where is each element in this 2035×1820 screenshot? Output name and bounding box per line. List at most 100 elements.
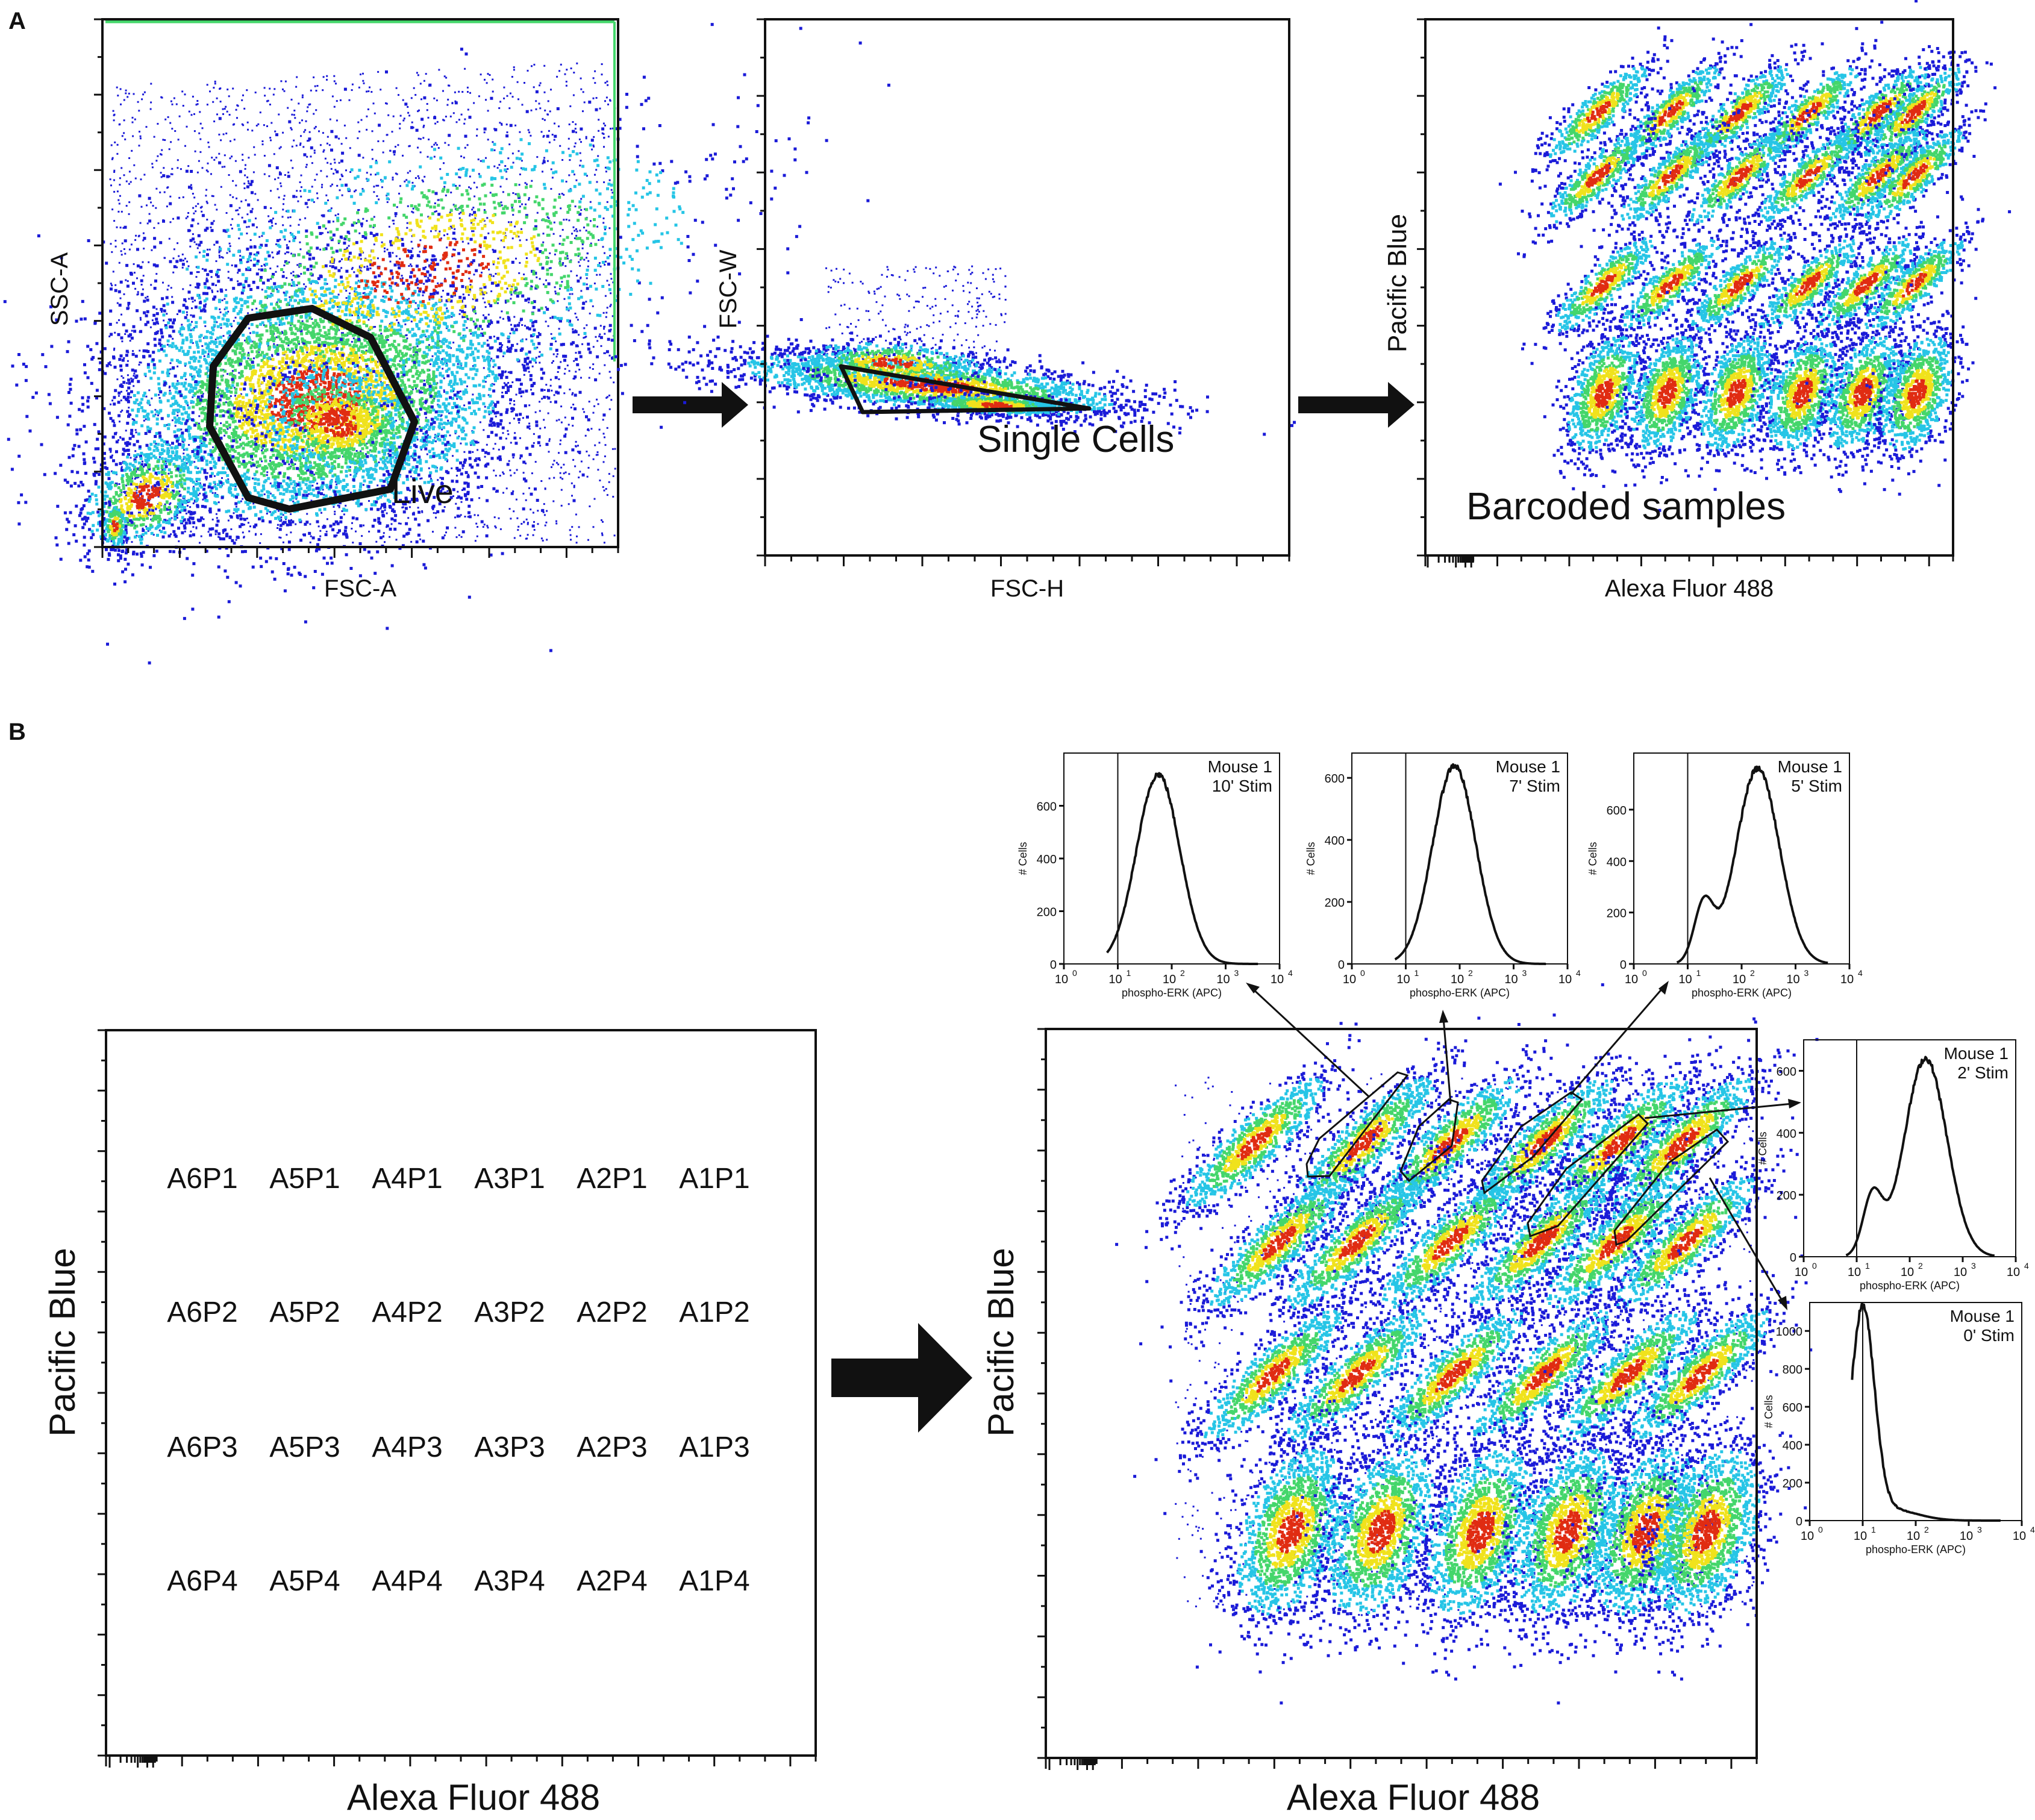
hist-xtick-label: 10 bbox=[1907, 1530, 1920, 1543]
b2-cluster-1-2-high bbox=[1432, 1225, 1469, 1260]
flow-arrow-3 bbox=[831, 1323, 972, 1433]
b2-cluster-3-4-high bbox=[1631, 1512, 1660, 1554]
hist-curve bbox=[1851, 1302, 2001, 1522]
b2-cluster-0-4 bbox=[1492, 1017, 1757, 1263]
b2-cluster-0-2-mid2 bbox=[1404, 1098, 1498, 1188]
b2-cluster-2-4-high bbox=[1610, 1359, 1646, 1393]
hist-ytick-label: 800 bbox=[1783, 1363, 1802, 1377]
a3-cluster-1-3 bbox=[1731, 90, 1882, 252]
hist-ytick-label: 200 bbox=[1325, 896, 1345, 910]
a3-cluster-3-5-high bbox=[1907, 379, 1928, 408]
hist-xtick-exponent: 2 bbox=[1924, 1525, 1929, 1534]
hist-xtick-exponent: 0 bbox=[1812, 1261, 1817, 1271]
a3-cluster-0-5 bbox=[1838, 51, 1993, 182]
a3-cluster-2-5-mid3 bbox=[1892, 264, 1937, 306]
hist-xtick-exponent: 4 bbox=[1576, 968, 1581, 978]
b2-cluster-3-5-mid1 bbox=[1652, 1450, 1761, 1615]
b2-cluster-2-3-low bbox=[1437, 1249, 1682, 1490]
a3-cluster-0-3-mid1 bbox=[1761, 67, 1859, 157]
a3-cluster-3-5-mid3 bbox=[1900, 369, 1934, 419]
histogram-4: 0 200 400 600 800 1000 10 0 10 1 10 2 10 3 10 4 phospho-… bbox=[1763, 1302, 2035, 1556]
b2-cluster-1-2-mid2 bbox=[1404, 1198, 1497, 1287]
a3-cluster-3-2-mid2 bbox=[1711, 354, 1762, 431]
a3-cluster-3-3-high bbox=[1793, 377, 1813, 409]
hist-xlabel: phospho-ERK (APC) bbox=[1692, 987, 1792, 999]
a1-debris-high bbox=[130, 484, 161, 510]
sample-id-label: A1P2 bbox=[679, 1296, 749, 1328]
hist-xtick-label: 10 bbox=[1163, 973, 1176, 986]
a3-cluster-3-1-mid3 bbox=[1650, 367, 1684, 418]
hist-ytick-label: 0 bbox=[1338, 958, 1345, 972]
arrowhead-5-stim bbox=[1658, 981, 1669, 995]
b2-cluster-0-0-mid1 bbox=[1186, 1078, 1324, 1207]
hist-xtick-exponent: 3 bbox=[1804, 968, 1809, 978]
hist-xlabel: phospho-ERK (APC) bbox=[1122, 987, 1222, 999]
a3-cluster-1-3-mid2 bbox=[1774, 145, 1843, 208]
b2-cluster-0-5-mid2 bbox=[1634, 1099, 1730, 1187]
sample-id-label: A1P4 bbox=[679, 1565, 749, 1597]
arrowhead-7-stim bbox=[1439, 1010, 1448, 1023]
a3-cluster-1-0-low bbox=[1517, 87, 1696, 258]
sample-id-label: A3P3 bbox=[474, 1431, 545, 1463]
b2-cluster-1-3-high bbox=[1522, 1225, 1560, 1258]
ylabel-b1: Pacific Blue bbox=[42, 1248, 83, 1436]
ylabel-a3: Pacific Blue bbox=[1383, 214, 1412, 352]
sample-id-label: A5P3 bbox=[269, 1431, 340, 1463]
xlabel-b1: Alexa Fluor 488 bbox=[347, 1777, 600, 1818]
a3-cluster-3-1-mid2 bbox=[1642, 355, 1692, 433]
hist-ylabel: # Cells bbox=[1587, 842, 1599, 875]
a3-cluster-1-3-low bbox=[1731, 90, 1882, 252]
a3-cluster-1-3-high bbox=[1795, 166, 1821, 189]
tick-path bbox=[757, 18, 1290, 566]
hist-xtick-exponent: 4 bbox=[1288, 968, 1293, 978]
hist-title-line2: 2' Stim bbox=[1957, 1063, 2008, 1082]
a3-cluster-1-5-mid1 bbox=[1864, 130, 1965, 222]
hist-title-line2: 7' Stim bbox=[1509, 777, 1560, 795]
hist-xtick-exponent: 3 bbox=[1234, 968, 1239, 978]
tick-path bbox=[94, 18, 619, 558]
a3-cluster-2-4-high bbox=[1853, 272, 1879, 296]
hist-xtick-label: 10 bbox=[1558, 973, 1572, 986]
b2-cluster-0-0 bbox=[1115, 1022, 1361, 1283]
arrow-to-0-stim bbox=[1708, 1177, 1784, 1303]
a3-cluster-1-0-mid3 bbox=[1575, 156, 1620, 198]
sample-id-label: A6P2 bbox=[167, 1296, 237, 1328]
b2-cluster-1-1-mid1 bbox=[1287, 1176, 1428, 1309]
a3-cluster-1-5-high bbox=[1902, 163, 1928, 189]
b2-cluster-2-3-high bbox=[1525, 1357, 1563, 1390]
a1-corner-low bbox=[99, 500, 134, 557]
hist-title-line2: 10' Stim bbox=[1212, 777, 1272, 795]
sample-id-label: A3P4 bbox=[474, 1565, 545, 1597]
a3-cluster-3-4-low bbox=[1804, 283, 1931, 493]
a3-cluster-3-3 bbox=[1732, 254, 1866, 480]
sample-id-label: A4P3 bbox=[372, 1431, 442, 1463]
b2-cluster-2-0-mid2 bbox=[1227, 1332, 1320, 1420]
hist-xtick-exponent: 1 bbox=[1414, 968, 1419, 978]
b2-cluster-2-3-mid3 bbox=[1512, 1345, 1575, 1406]
a3-cluster-2-4-mid2 bbox=[1832, 254, 1900, 317]
hist-xtick-label: 10 bbox=[1271, 973, 1284, 986]
hist-ytick-label: 600 bbox=[1783, 1401, 1802, 1415]
b2-cluster-0-1-low bbox=[1246, 1016, 1481, 1256]
xlabel-b2: Alexa Fluor 488 bbox=[1287, 1777, 1540, 1818]
b2-cluster-0-0-high bbox=[1236, 1127, 1272, 1160]
b2-cluster-3-5-mid3 bbox=[1682, 1494, 1731, 1570]
hist-ytick-label: 0 bbox=[1796, 1515, 1802, 1528]
b2-cluster-0-5-high bbox=[1664, 1127, 1701, 1160]
hist-xtick-label: 10 bbox=[1216, 973, 1230, 986]
b2-cluster-3-4-mid2 bbox=[1609, 1475, 1683, 1588]
tick-path bbox=[1417, 18, 1954, 568]
b2-cluster-1-5-high bbox=[1667, 1227, 1704, 1260]
a3-cluster-0-1-mid2 bbox=[1639, 81, 1703, 145]
a3-cluster-2-2-mid3 bbox=[1717, 265, 1763, 306]
b2-cluster-1-3 bbox=[1434, 1120, 1679, 1358]
b2-cluster-2-5-high bbox=[1682, 1359, 1719, 1392]
flow-arrow-1 bbox=[633, 382, 748, 428]
b2-cluster-1-4-mid2 bbox=[1568, 1199, 1663, 1287]
sample-id-label: A2P3 bbox=[577, 1431, 647, 1463]
a3-cluster-3-2-mid1 bbox=[1699, 336, 1773, 451]
b2-cluster-2-5 bbox=[1589, 1254, 1813, 1486]
a3-cluster-3-4-mid1 bbox=[1826, 336, 1899, 448]
b2-cluster-3-5-mid2 bbox=[1670, 1477, 1742, 1588]
b2-cluster-1-1-high bbox=[1339, 1225, 1376, 1259]
